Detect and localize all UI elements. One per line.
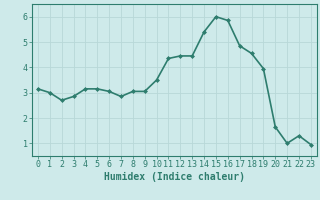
X-axis label: Humidex (Indice chaleur): Humidex (Indice chaleur)	[104, 172, 245, 182]
